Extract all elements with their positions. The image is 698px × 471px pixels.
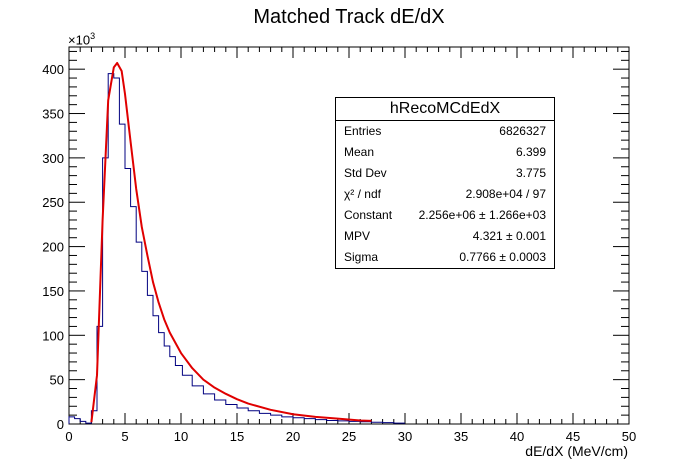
stats-value: 0.7766 ± 0.0003 xyxy=(459,250,546,264)
y-multiplier-exponent: 3 xyxy=(90,31,96,41)
x-axis-label: dE/dX (MeV/cm) xyxy=(525,443,628,459)
y-tick-label: 100 xyxy=(42,328,64,343)
stats-label: Std Dev xyxy=(344,166,387,180)
y-multiplier: ×103 xyxy=(68,31,95,47)
y-tick-label: 350 xyxy=(42,107,64,122)
stats-row-mean: Mean 6.399 xyxy=(336,142,554,163)
stats-box: hRecoMCdEdX Entries 6826327 Mean 6.399 Std… xyxy=(335,97,555,269)
axis-ticks: 0 5 10 15 20 25 30 35 40 45 50 0 50 100 150 200 250 300 35… xyxy=(42,47,636,444)
stats-label: Entries xyxy=(344,124,382,138)
y-tick-label: 400 xyxy=(42,62,64,77)
x-tick-label: 30 xyxy=(398,429,412,444)
x-tick-label: 35 xyxy=(454,429,468,444)
fit-curve xyxy=(90,61,372,423)
stats-row-entries: Entries 6826327 xyxy=(336,121,554,142)
y-tick-label: 50 xyxy=(50,373,64,388)
y-tick-label: 0 xyxy=(57,417,64,432)
stats-title: hRecoMCdEdX xyxy=(336,98,554,121)
stats-value: 6.399 xyxy=(515,145,546,159)
x-tick-label: 25 xyxy=(342,429,356,444)
fit-series xyxy=(90,61,372,423)
stats-row-stddev: Std Dev 3.775 xyxy=(336,163,554,184)
stats-row-mpv: MPV 4.321 ± 0.001 xyxy=(336,226,554,247)
stats-row-constant: Constant 2.256e+06 ± 1.266e+03 xyxy=(336,205,554,226)
x-tick-label: 15 xyxy=(230,429,244,444)
x-tick-label: 0 xyxy=(65,429,72,444)
stats-label: Constant xyxy=(344,208,393,222)
stats-value: 6826327 xyxy=(499,124,546,138)
histogram-series xyxy=(68,73,405,424)
y-tick-label: 250 xyxy=(42,195,64,210)
histogram-steps xyxy=(68,73,405,424)
x-tick-label: 20 xyxy=(286,429,300,444)
plot-title: Matched Track dE/dX xyxy=(253,6,445,28)
stats-row-chi2: χ² / ndf 2.908e+04 / 97 xyxy=(336,184,554,205)
x-tick-label: 40 xyxy=(510,429,524,444)
stats-label: MPV xyxy=(344,229,371,243)
stats-label: Mean xyxy=(344,145,375,159)
y-multiplier-base: ×10 xyxy=(68,32,91,48)
y-tick-label: 150 xyxy=(42,284,64,299)
stats-row-sigma: Sigma 0.7766 ± 0.0003 xyxy=(336,247,554,268)
x-tick-label: 5 xyxy=(121,429,128,444)
x-tick-label: 50 xyxy=(622,429,636,444)
stats-value: 3.775 xyxy=(515,166,546,180)
stats-label: Sigma xyxy=(344,250,379,264)
stats-label: χ² / ndf xyxy=(344,187,381,201)
stats-value: 2.908e+04 / 97 xyxy=(465,187,546,201)
stats-value: 4.321 ± 0.001 xyxy=(472,229,546,243)
y-tick-label: 200 xyxy=(42,240,64,255)
x-tick-label: 10 xyxy=(174,429,188,444)
y-tick-label: 300 xyxy=(42,151,64,166)
stats-value: 2.256e+06 ± 1.266e+03 xyxy=(418,208,546,222)
x-tick-label: 45 xyxy=(566,429,580,444)
